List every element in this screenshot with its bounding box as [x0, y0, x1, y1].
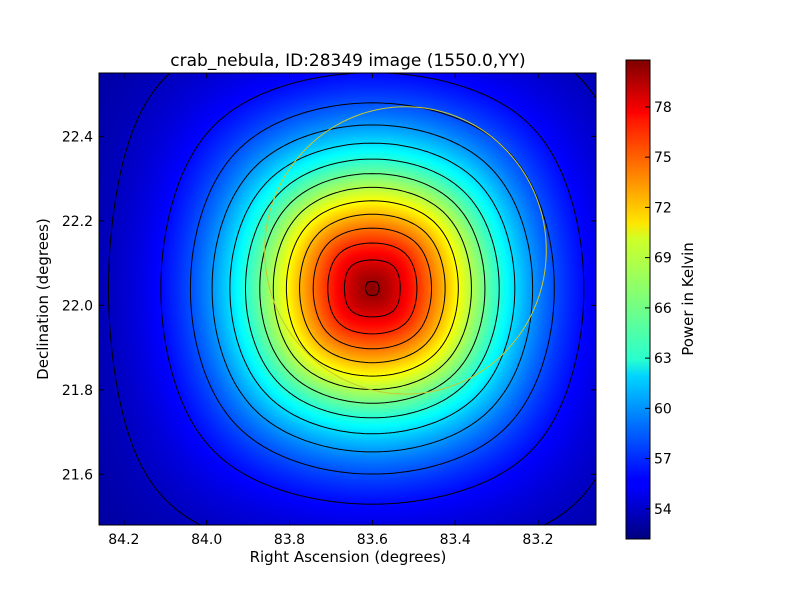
colorbar-tick-label: 60: [654, 401, 672, 417]
y-axis-label: Declination (degrees): [34, 218, 52, 380]
colorbar-tick-label: 57: [654, 452, 672, 468]
plot-frame: [98, 72, 597, 526]
contour-level-62: [229, 142, 516, 435]
colorbar-label: Power in Kelvin: [679, 242, 697, 356]
y-tick-label: 22.0: [62, 298, 93, 314]
contour-level-70: [285, 200, 459, 377]
contour-level-60: [211, 124, 534, 453]
colorbar-tick-label: 78: [654, 100, 672, 116]
x-tick-label: 83.6: [357, 532, 388, 548]
heatmap-image: [99, 73, 596, 525]
x-tick-label: 83.8: [274, 532, 305, 548]
colorbar-tick-label: 54: [654, 502, 672, 518]
contour-level-80: [365, 281, 380, 296]
colorbar-tick-label: 63: [654, 351, 672, 367]
x-axis: 84.2 84.0 83.8 83.6 83.4 83.2: [108, 73, 554, 548]
x-tick-label: 84.0: [191, 532, 222, 548]
colorbar-tick-label: 72: [654, 200, 672, 216]
contour-level-78: [343, 259, 401, 318]
colorbar-gradient: [625, 59, 651, 540]
colorbar: 54 57 60 63 66 69 72 75 78 Power in Kelvin: [625, 59, 697, 540]
y-tick-label: 22.4: [62, 129, 93, 145]
x-tick-label: 83.4: [440, 532, 471, 548]
x-tick-label: 84.2: [108, 532, 139, 548]
colorbar-tick-label: 69: [654, 251, 672, 267]
contour-level-54: [108, 73, 596, 525]
beam-circle: [264, 106, 547, 395]
colorbar-tick-label: 75: [654, 150, 672, 166]
contour-level-66: [259, 173, 486, 404]
contour-lines: [108, 73, 596, 525]
contour-level-72: [299, 213, 446, 364]
x-tick-label: 83.2: [522, 532, 553, 548]
contour-level-68: [272, 186, 472, 390]
contour-level-64: [245, 158, 500, 419]
colorbar-tick-label: 66: [654, 301, 672, 317]
y-tick-label: 22.2: [62, 214, 93, 230]
colorbar-ticks: 54 57 60 63 66 69 72 75 78: [645, 100, 672, 518]
y-tick-label: 21.6: [62, 467, 93, 483]
contour-level-76: [327, 242, 418, 335]
y-tick-label: 21.8: [62, 383, 93, 399]
y-axis: 21.6 21.8 22.0 22.2 22.4: [62, 129, 596, 483]
x-axis-label: Right Ascension (degrees): [250, 548, 447, 566]
contour-level-74: [312, 227, 432, 350]
contour-level-56: [160, 73, 585, 505]
plot-area: [98, 72, 597, 526]
chart-title: crab_nebula, ID:28349 image (1550.0,YY): [170, 51, 525, 71]
